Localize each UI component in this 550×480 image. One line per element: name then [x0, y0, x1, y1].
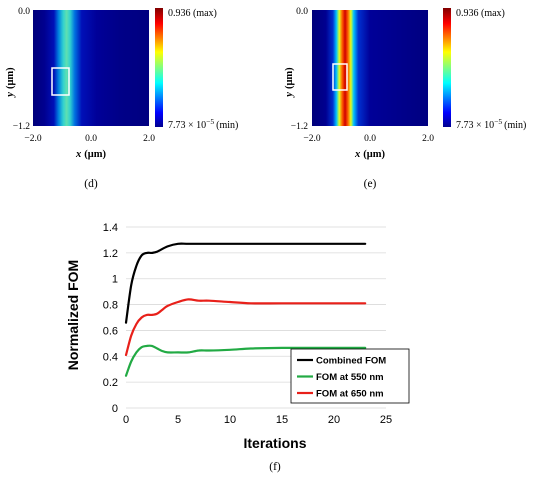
x-tick-right-e: 2.0: [422, 134, 434, 144]
y-tick-label: 1: [112, 274, 118, 286]
series-lines: [124, 242, 367, 377]
y-axis-label-e: y(μm): [284, 67, 295, 99]
x-tick-label: 15: [276, 414, 288, 426]
colorbar-min-label-e: 7.73 × 10−5 (min): [456, 117, 526, 131]
y-tick-bottom-e: −1.2: [291, 122, 308, 132]
field-map-panel-e: 0.0 −1.2 −2.0 0.0 2.0 y(μm) x (μm) 0.936 …: [284, 7, 526, 190]
series-line-combined-fom: [124, 242, 367, 324]
x-tick-right-d: 2.0: [143, 134, 155, 144]
series-line-fom-at-550-nm: [124, 344, 367, 377]
caption-d: (d): [84, 178, 98, 190]
line-chart-f: 0 0.2 0.4 0.6 0.8 1 1.2 1.4 0 5 10 15 20 25 Iteratio…: [65, 222, 410, 473]
x-tick-mid-e: 0.0: [364, 134, 376, 144]
y-axis-label-d: y(μm): [5, 67, 16, 99]
colorbar-d: [155, 8, 163, 127]
x-axis-label-e: x (μm): [354, 149, 385, 160]
highlight-box-d: [51, 67, 70, 96]
y-tick-label: 1.4: [103, 222, 118, 234]
colorbar-min-label-d: 7.73 × 10−5 (min): [168, 117, 238, 131]
x-axis-title: Iterations: [243, 435, 306, 451]
x-tick-left-e: −2.0: [303, 134, 320, 144]
field-map-d: [33, 10, 149, 126]
y-axis-title: Normalized FOM: [65, 260, 81, 370]
y-tick-label: 0.2: [103, 377, 118, 389]
colorbar-max-label-e: 0.936 (max): [456, 8, 505, 19]
y-tick-label: 1.2: [103, 248, 118, 260]
legend-label-fom-at-550-nm: FOM at 550 nm: [316, 372, 384, 383]
x-tick-label: 0: [123, 414, 129, 426]
colorbar-e: [443, 8, 451, 127]
y-tick-label: 0.6: [103, 325, 118, 337]
x-axis-label-d: x (μm): [75, 149, 106, 160]
field-map-panel-d: 0.0 −1.2 −2.0 0.0 2.0 y(μm) x (μm) 0.936 …: [5, 7, 238, 190]
x-tick-label: 20: [328, 414, 340, 426]
field-map-e: [312, 10, 428, 126]
y-tick-labels: 0 0.2 0.4 0.6 0.8 1 1.2 1.4: [103, 222, 118, 415]
colorbar-max-label-d: 0.936 (max): [168, 8, 217, 19]
y-tick-label: 0.8: [103, 300, 118, 312]
x-tick-mid-d: 0.0: [85, 134, 97, 144]
y-tick-label: 0.4: [103, 351, 118, 363]
caption-f: (f): [269, 461, 281, 473]
caption-e: (e): [364, 178, 377, 190]
y-tick-top-d: 0.0: [18, 7, 30, 17]
x-tick-left-d: −2.0: [24, 134, 41, 144]
x-tick-label: 25: [380, 414, 392, 426]
highlight-box-e: [332, 63, 348, 91]
legend-label-combined-fom: Combined FOM: [316, 356, 386, 367]
legend-label-fom-at-650-nm: FOM at 650 nm: [316, 389, 384, 400]
y-tick-label: 0: [112, 403, 118, 415]
x-tick-labels: 0 5 10 15 20 25: [123, 414, 392, 426]
y-tick-top-e: 0.0: [296, 7, 308, 17]
y-tick-bottom-d: −1.2: [13, 122, 30, 132]
x-tick-label: 10: [224, 414, 236, 426]
chart-legend: Combined FOM FOM at 550 nm FOM at 650 nm: [290, 348, 410, 404]
series-line-fom-at-650-nm: [124, 298, 367, 357]
x-tick-label: 5: [175, 414, 181, 426]
